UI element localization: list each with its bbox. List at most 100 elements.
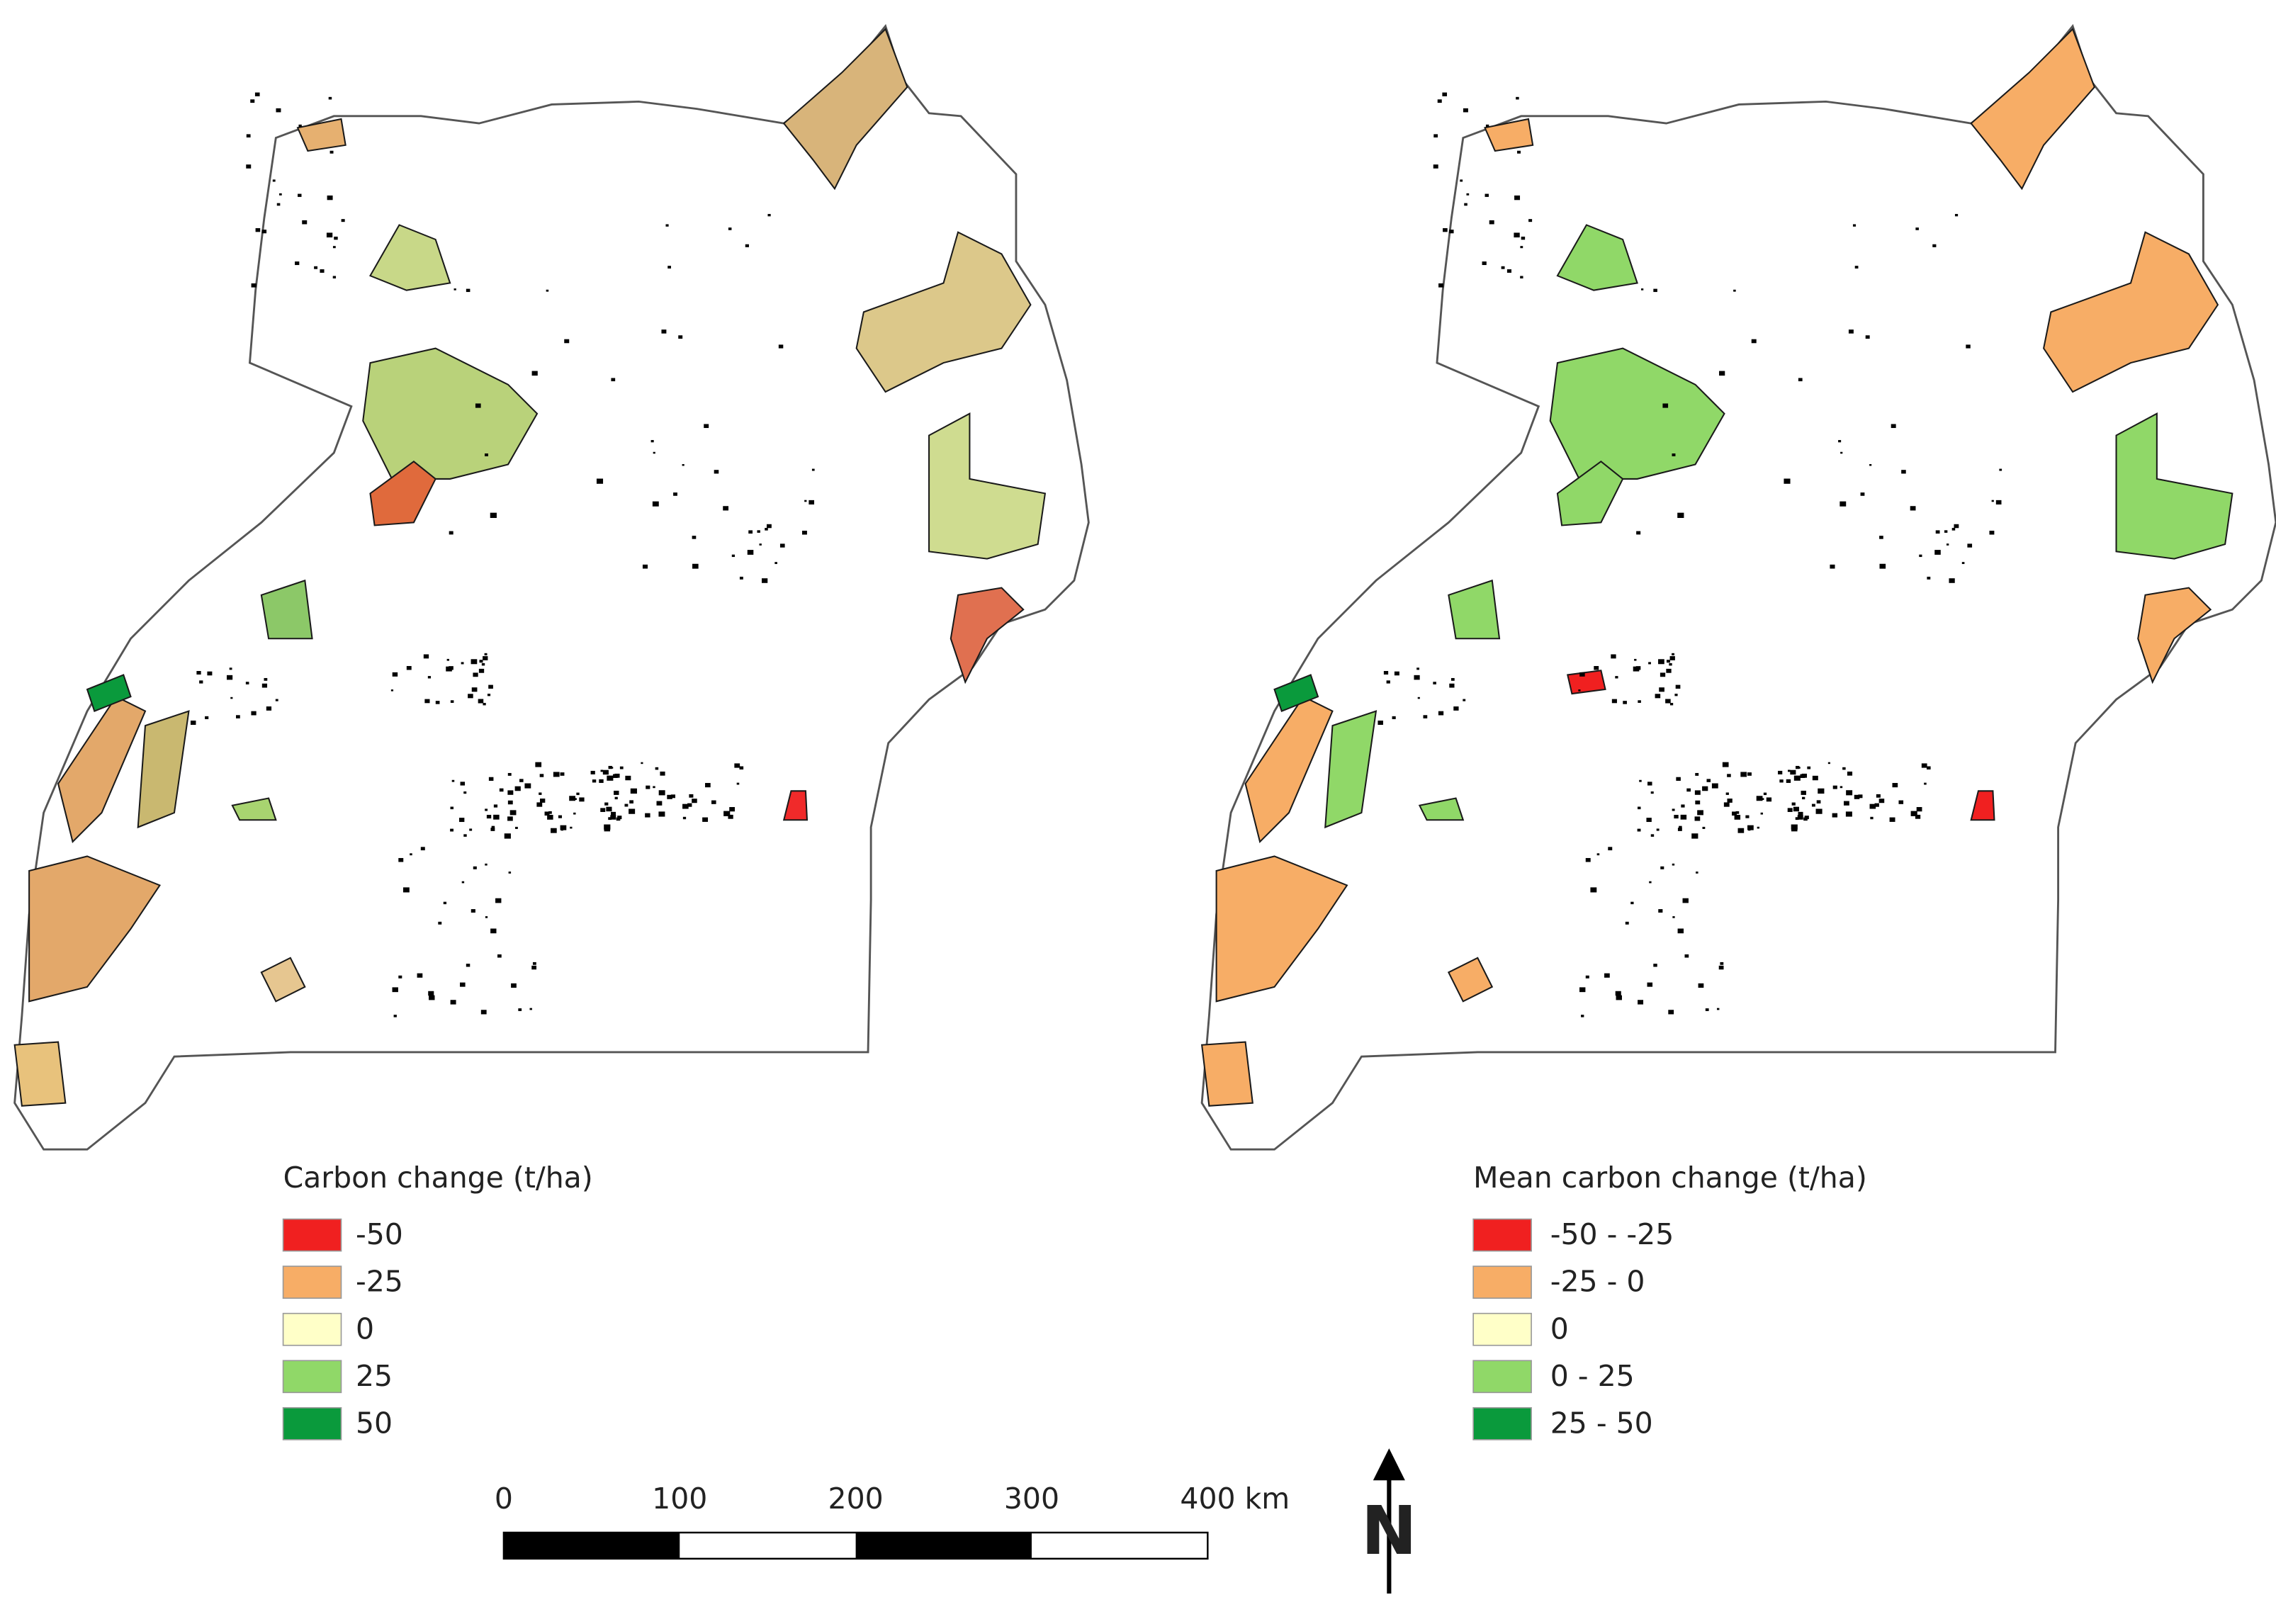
fragment xyxy=(469,828,473,831)
fragment xyxy=(1666,668,1672,673)
fragment xyxy=(652,501,659,507)
fragment xyxy=(1811,803,1815,807)
small-forest-fragments xyxy=(1378,92,2002,1017)
north-label: N xyxy=(1361,1493,1417,1570)
fragment xyxy=(1675,684,1681,689)
fragment xyxy=(1745,815,1750,818)
fragment xyxy=(276,203,281,206)
fragment xyxy=(646,785,650,789)
fragment xyxy=(1485,124,1489,128)
fragment xyxy=(1830,564,1835,569)
fragment xyxy=(499,788,504,792)
fragment xyxy=(767,524,772,529)
fragment xyxy=(266,706,272,711)
fragment xyxy=(1787,808,1793,812)
fragment xyxy=(1804,816,1809,820)
fragment xyxy=(320,269,325,273)
fragment xyxy=(461,662,464,665)
fragment xyxy=(692,563,699,569)
fragment xyxy=(493,804,498,808)
legend-swatch xyxy=(282,1312,342,1346)
legend-swatch xyxy=(1472,1312,1532,1346)
fragment xyxy=(1801,790,1806,795)
fragment xyxy=(302,220,308,225)
fragment xyxy=(1832,785,1837,789)
fragment xyxy=(1517,150,1521,154)
fragment xyxy=(1648,662,1651,665)
fragment xyxy=(619,766,624,769)
legend-label: -25 xyxy=(356,1265,403,1299)
fragment xyxy=(1966,344,1971,349)
fragment xyxy=(1638,700,1641,703)
fragment xyxy=(1716,1008,1720,1010)
fragment xyxy=(1514,232,1520,238)
fragment xyxy=(692,799,697,803)
fragment xyxy=(1672,453,1676,456)
fragment xyxy=(1450,677,1455,681)
fragment xyxy=(728,814,733,819)
fragment xyxy=(1722,762,1729,767)
fragment xyxy=(1482,261,1487,266)
fragment xyxy=(1677,928,1684,934)
fragment xyxy=(1847,812,1852,817)
fragment xyxy=(1874,803,1879,807)
fragment xyxy=(642,564,648,569)
fragment xyxy=(453,288,456,291)
fragment xyxy=(1630,901,1634,905)
fragment xyxy=(608,765,612,769)
fragment xyxy=(393,1015,397,1017)
fragment xyxy=(809,500,815,504)
fragment xyxy=(1696,872,1698,874)
fragment xyxy=(629,808,636,814)
fragment xyxy=(592,779,597,783)
fragment xyxy=(1727,799,1733,803)
fragment xyxy=(1779,779,1784,783)
fragment xyxy=(402,887,410,893)
fragment xyxy=(328,96,332,100)
fragment xyxy=(450,806,454,810)
fragment xyxy=(1680,814,1687,820)
fragment xyxy=(1520,246,1523,249)
fragment xyxy=(1747,825,1754,830)
scale-label: 0 xyxy=(495,1482,513,1516)
fragment xyxy=(739,766,744,769)
fragment xyxy=(1653,964,1657,967)
scale-label: 100 xyxy=(652,1482,707,1516)
forest-patches xyxy=(1200,28,2233,1107)
fragment xyxy=(446,658,449,661)
fragment xyxy=(1719,371,1725,376)
fragment xyxy=(246,164,252,169)
fragment xyxy=(429,995,435,1000)
fragment xyxy=(611,378,616,382)
fragment xyxy=(1608,847,1613,851)
fragment xyxy=(1901,470,1906,474)
fragment xyxy=(1520,276,1523,278)
fragment xyxy=(1616,995,1622,1000)
fragment xyxy=(731,554,736,558)
fragment xyxy=(1611,654,1616,659)
fragment xyxy=(1466,193,1470,196)
fragment xyxy=(1695,800,1701,805)
fragment xyxy=(507,790,514,795)
fragment xyxy=(617,816,622,820)
legend-label: -25 - 0 xyxy=(1550,1265,1645,1299)
fragment xyxy=(483,656,488,660)
fragment xyxy=(1858,794,1863,799)
fragment xyxy=(1924,782,1927,785)
fragment xyxy=(475,403,481,408)
fragment xyxy=(1797,815,1803,820)
fragment xyxy=(1433,134,1438,138)
fragment xyxy=(515,826,518,829)
fragment xyxy=(254,92,260,96)
fragment xyxy=(1732,811,1737,816)
legend-label: 25 xyxy=(356,1359,393,1393)
fragment xyxy=(1615,676,1618,679)
fragment xyxy=(678,335,683,339)
fragment xyxy=(599,779,604,783)
fragment xyxy=(406,665,412,670)
fragment xyxy=(1463,699,1466,701)
fragment xyxy=(1634,658,1637,661)
fragment xyxy=(539,792,542,795)
fragment xyxy=(435,701,440,704)
fragment xyxy=(1840,786,1843,789)
